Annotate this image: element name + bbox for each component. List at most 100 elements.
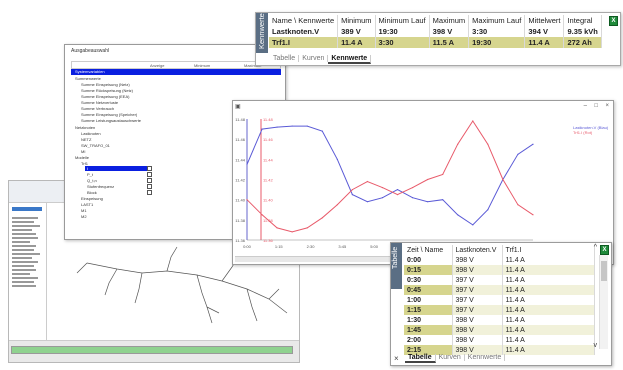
line-chart[interactable]: 11.48 11.48 11.46 11.46 11.44 11.44 11.42 11.42… xyxy=(233,105,613,265)
tab-kennwerte[interactable]: Kennwerte xyxy=(328,55,372,64)
tree-item[interactable]: Summe Einspeisung (Netz) xyxy=(81,82,130,87)
column-header[interactable]: Lastknoten.V xyxy=(452,245,503,255)
table-row[interactable]: 1:45 398 V 11.4 A xyxy=(404,325,595,335)
chevron-up-icon[interactable]: ^ xyxy=(593,244,597,251)
excel-export-icon[interactable]: X xyxy=(609,16,618,26)
tree-item[interactable]: Summe Rückspeisung (Netz) xyxy=(81,88,134,93)
column-header[interactable]: Maximum xyxy=(429,15,470,26)
tree-item[interactable]: M1 xyxy=(81,208,87,213)
table-row[interactable]: 0:00 398 V 11.4 A xyxy=(404,255,595,265)
maximize-button[interactable]: □ xyxy=(594,103,598,109)
y-tick-label: 11.40 xyxy=(235,198,245,203)
tree-column-header: Anzeige Minimum Maximum xyxy=(71,61,281,69)
tree-item[interactable]: P_t xyxy=(87,172,94,177)
column-header[interactable]: Integral xyxy=(563,15,602,26)
data-point xyxy=(532,214,534,216)
column-header[interactable]: Trf1.I xyxy=(502,245,595,255)
tree-item[interactable]: Einspeisung xyxy=(81,196,103,201)
data-point xyxy=(351,188,353,191)
close-button[interactable]: × xyxy=(605,103,609,109)
y2-tick-label: 11.48 xyxy=(263,117,273,122)
column-maximum: Maximum xyxy=(244,63,262,68)
data-point xyxy=(276,126,278,128)
tabelle-side-tab[interactable]: Tabelle xyxy=(391,243,402,289)
tab-tabelle[interactable]: Tabelle xyxy=(270,55,300,62)
tree-item-trf1[interactable]: Trf1 xyxy=(81,161,88,166)
data-point xyxy=(411,186,414,189)
time-series-table: Zeit \ Name Lastknoten.V Trf1.I 0:00 398 … xyxy=(404,245,595,355)
table-row[interactable]: 0:45 397 V 11.4 A xyxy=(404,285,595,295)
data-point xyxy=(246,163,248,165)
kennwerte-side-tab[interactable]: Kennwerte xyxy=(256,13,268,53)
close-icon[interactable]: × xyxy=(394,354,399,363)
table-row[interactable]: 2:15 398 V 11.4 A xyxy=(404,345,595,355)
x-tick-label: 3:45 xyxy=(338,244,347,249)
table-row[interactable]: Trf1.I 11.4 A 3:30 11.5 A 19:30 11.4 A 2… xyxy=(269,37,602,48)
tree-item-systemvariablen[interactable]: Systemvariablen xyxy=(75,69,105,74)
y2-tick-label: 11.36 xyxy=(263,238,273,243)
table-row[interactable]: 1:15 397 V 11.4 A xyxy=(404,305,595,315)
excel-export-icon[interactable]: X xyxy=(600,245,609,255)
tree-selected-row[interactable] xyxy=(71,69,281,75)
tree-item-summenwerte[interactable]: Summenwerte xyxy=(75,76,101,81)
chart-toolbar[interactable] xyxy=(235,256,435,262)
tab-tabelle[interactable]: Tabelle xyxy=(405,354,436,363)
data-point xyxy=(261,128,263,130)
y2-tick-label: 11.40 xyxy=(263,198,273,203)
tree-item[interactable]: Q_t,n xyxy=(87,178,97,183)
column-header[interactable]: Zeit \ Name xyxy=(404,245,453,255)
table-row[interactable]: 1:00 397 V 11.4 A xyxy=(404,295,595,305)
tree-item[interactable]: Lastknoten xyxy=(81,131,101,136)
data-point xyxy=(291,125,293,127)
tab-kurven[interactable]: Kurven xyxy=(436,354,465,361)
column-header[interactable]: Maximum Lauf xyxy=(468,15,526,26)
tree-item[interactable]: Summe Verbrauch xyxy=(81,106,115,111)
checkbox[interactable] xyxy=(147,190,152,195)
vertical-scrollbar[interactable] xyxy=(599,255,608,349)
tree-item[interactable]: Stufenfrequenz xyxy=(87,184,115,189)
table-row[interactable]: 2:00 398 V 11.4 A xyxy=(404,335,595,345)
tree-item[interactable]: Summe Einspeisung (Speicher) xyxy=(81,112,138,117)
column-header[interactable]: Minimum Lauf xyxy=(375,15,430,26)
table-panel: Tabelle Zeit \ Name Lastknoten.V Trf1.I … xyxy=(390,242,612,366)
data-point xyxy=(336,204,338,206)
checkbox[interactable] xyxy=(147,172,152,177)
tree-item-modelle[interactable]: Modelle xyxy=(75,155,90,160)
data-point xyxy=(442,173,444,176)
kennwerte-tab-bar: Tabelle Kurven Kennwerte xyxy=(270,55,372,66)
checkbox[interactable] xyxy=(147,184,152,189)
tree-item[interactable]: Summe Leistungsaustauschwerte xyxy=(81,118,142,123)
tree-item[interactable]: MI xyxy=(81,149,86,154)
curve-chart-window: ▣ – □ × 11.48 11.48 11.46 11.46 11.44 11.44 11… xyxy=(232,100,614,265)
data-point xyxy=(517,153,519,155)
chevron-down-icon[interactable]: v xyxy=(593,342,598,349)
table-row[interactable]: 0:15 398 V 11.4 A xyxy=(404,265,595,275)
table-row[interactable]: Lastknoten.V 389 V 19:30 398 V 3:30 394 … xyxy=(269,26,602,37)
kennwerte-table: Name \ Kennwerte Minimum Minimum Lauf Ma… xyxy=(269,15,602,48)
tree-item[interactable]: Block xyxy=(87,190,97,195)
tree-item[interactable]: NETZ xyxy=(81,137,92,142)
column-header[interactable]: Name \ Kennwerte xyxy=(269,15,339,26)
tree-item-netzknoten[interactable]: Netzknoten xyxy=(75,125,96,130)
tab-kennwerte[interactable]: Kennwerte xyxy=(465,354,506,361)
checkbox[interactable] xyxy=(147,178,152,183)
tree-item[interactable]: SW_TRAFO_01 xyxy=(81,143,110,148)
table-row[interactable]: 1:30 398 V 11.4 A xyxy=(404,315,595,325)
tree-item[interactable]: I xyxy=(87,166,89,171)
data-point xyxy=(442,199,444,201)
tab-kurven[interactable]: Kurven xyxy=(299,55,329,62)
tree-item[interactable]: Summe Netzverluste xyxy=(81,100,119,105)
minimize-button[interactable]: – xyxy=(583,103,587,109)
tree-item[interactable]: LAST1 xyxy=(81,202,94,207)
column-header[interactable]: Minimum xyxy=(337,15,376,26)
tree-item[interactable]: M2 xyxy=(81,214,87,219)
checkbox[interactable] xyxy=(147,166,152,171)
y-tick-label: 11.36 xyxy=(235,238,245,243)
data-point xyxy=(321,130,323,132)
data-point xyxy=(472,224,474,226)
table-row[interactable]: 0:30 397 V 11.4 A xyxy=(404,275,595,285)
column-header[interactable]: Mittelwert xyxy=(524,15,565,26)
tree-selected-subrow[interactable] xyxy=(85,166,149,171)
gis-layer-panel[interactable] xyxy=(9,203,47,340)
tree-item[interactable]: Summe Einspeisung (EEA) xyxy=(81,94,130,99)
